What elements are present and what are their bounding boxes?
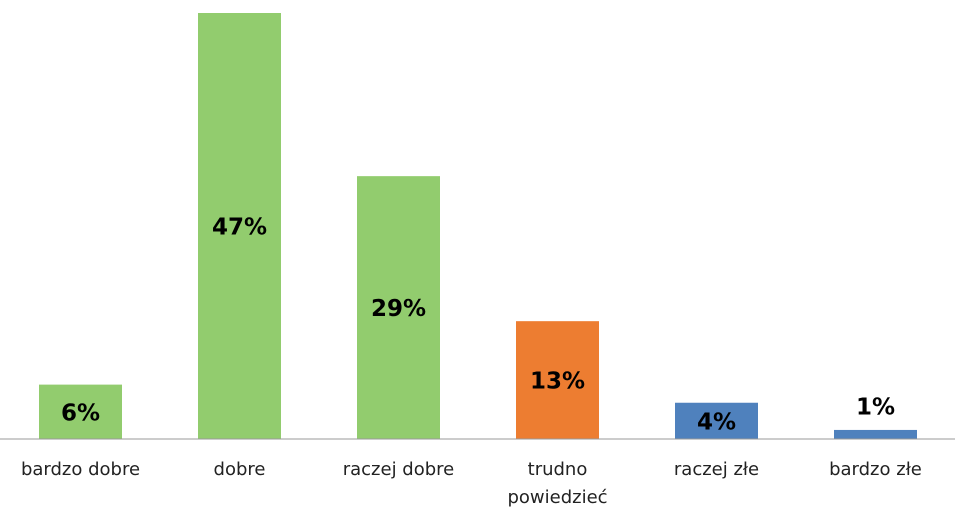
bar — [516, 321, 599, 439]
bar — [39, 384, 122, 439]
value-label: 4% — [697, 409, 736, 435]
bar — [834, 429, 917, 439]
value-label: 29% — [371, 296, 426, 322]
bar — [357, 176, 440, 440]
x-tick-label: raczej dobre — [342, 459, 455, 480]
bar — [675, 402, 758, 439]
x-tick-label: raczej złe — [673, 459, 760, 480]
value-label: 1% — [856, 394, 895, 420]
value-label: 47% — [212, 215, 267, 241]
x-tick-label: bardzo dobre — [20, 459, 141, 480]
x-tick-label: dobre — [213, 459, 266, 480]
bar — [198, 13, 281, 439]
value-label: 13% — [530, 369, 585, 395]
value-label: 6% — [61, 400, 100, 426]
x-tick-label: bardzo złe — [829, 459, 922, 480]
x-tick-label: trudno powiedzieć — [507, 459, 608, 507]
